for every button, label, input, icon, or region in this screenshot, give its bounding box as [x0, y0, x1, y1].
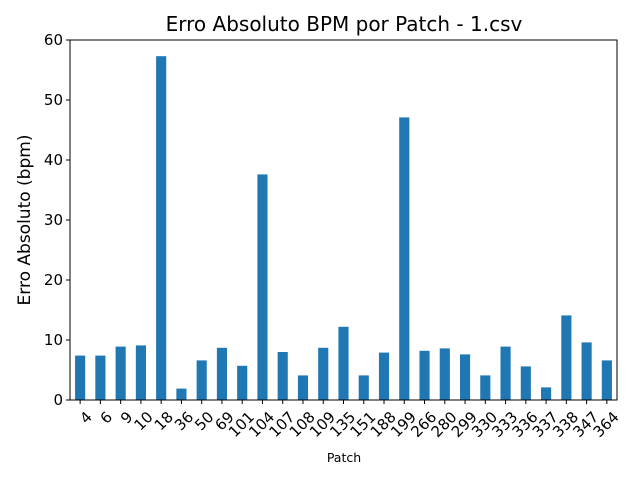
- bar-336: [520, 366, 531, 400]
- bar-108: [297, 375, 309, 400]
- bar-36: [176, 388, 187, 400]
- bar-101: [237, 365, 248, 400]
- y-tick-label: 30: [44, 211, 63, 229]
- bar-10: [135, 345, 146, 400]
- bar-18: [156, 56, 167, 400]
- bar-107: [277, 352, 288, 400]
- x-tick-label: 4: [76, 408, 95, 427]
- bar-299: [459, 354, 471, 400]
- bar-6: [95, 355, 106, 400]
- bar-151: [358, 375, 369, 400]
- bar-338: [561, 315, 572, 400]
- bar-330: [480, 375, 491, 400]
- bar-337: [541, 387, 552, 400]
- x-tick-label: 6: [97, 408, 116, 427]
- bar-9: [115, 346, 126, 400]
- bar-188: [378, 352, 390, 400]
- bar-4: [75, 355, 86, 400]
- bar-69: [216, 347, 228, 400]
- y-tick-label: 50: [44, 91, 63, 109]
- chart-title: Erro Absoluto BPM por Patch - 1.csv: [166, 12, 523, 36]
- bar-50: [196, 360, 207, 400]
- bar-109: [318, 347, 329, 400]
- bar-104: [257, 174, 268, 400]
- y-tick-label: 10: [44, 331, 63, 349]
- bar-364: [601, 360, 612, 400]
- bar-266: [419, 350, 430, 400]
- y-tick-label: 60: [44, 31, 63, 49]
- bar-199: [399, 117, 410, 401]
- y-tick-label: 40: [44, 151, 63, 169]
- bar-280: [439, 348, 450, 400]
- y-axis-label: Erro Absoluto (bpm): [15, 135, 35, 306]
- bar-333: [500, 346, 511, 400]
- bar-135: [338, 326, 349, 400]
- y-tick-label: 0: [53, 391, 63, 409]
- x-axis-label: Patch: [327, 450, 361, 465]
- y-tick-label: 20: [44, 271, 63, 289]
- bar-347: [581, 342, 592, 400]
